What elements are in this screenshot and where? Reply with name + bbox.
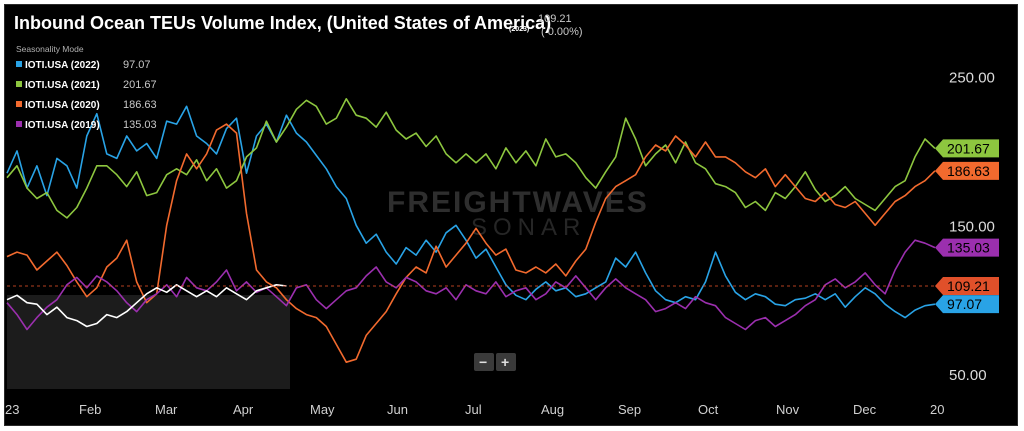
- zoom-in-button[interactable]: [496, 353, 516, 371]
- legend: IOTI.USA (2022) 97.07 IOTI.USA (2021) 201.6…: [16, 59, 157, 131]
- zoom-out-glyph: −: [479, 354, 487, 370]
- value-tag: 201.67: [935, 139, 999, 158]
- legend-label[interactable]: IOTI.USA (2021): [25, 80, 100, 91]
- x-tick-label: Feb: [79, 402, 101, 417]
- change-percent: ( 0.00%): [541, 26, 583, 38]
- value-tag: 135.03: [935, 238, 999, 257]
- y-tick-label: 250.00: [949, 70, 995, 87]
- legend-swatch: [16, 121, 22, 127]
- value-tag: 97.07: [935, 295, 999, 314]
- legend-swatch: [16, 61, 22, 67]
- zoom-out-button[interactable]: [474, 353, 494, 371]
- series-line-ioti-usa-2022: [6, 105, 936, 319]
- legend-value: 135.03: [123, 119, 157, 131]
- legend-swatch: [16, 101, 22, 107]
- value-tag-text: 186.63: [947, 163, 990, 179]
- last-value: 109.21: [538, 13, 572, 25]
- current-year-area: [7, 295, 290, 389]
- x-tick-label: May: [310, 402, 335, 417]
- watermark-line2: SONAR: [471, 214, 586, 241]
- legend-value: 186.63: [123, 99, 157, 111]
- zoom-control: − +: [474, 353, 516, 371]
- series-layer: [6, 98, 936, 363]
- mode-label: Seasonality Mode: [16, 44, 84, 54]
- x-tick-label: Mar: [155, 402, 178, 417]
- value-tag-text: 109.21: [947, 278, 990, 294]
- title-year: (2023): [509, 26, 529, 33]
- series-line-ioti-usa-2020: [6, 123, 936, 363]
- value-tag: 109.21: [935, 277, 999, 296]
- value-tag-text: 135.03: [947, 240, 990, 256]
- x-tick-label: Jun: [387, 402, 408, 417]
- chart-title: Inbound Ocean TEUs Volume Index, (United…: [14, 13, 551, 33]
- x-axis: 23 Feb Mar Apr May Jun Jul Aug Sep Oct Nov Dec 20: [5, 402, 944, 417]
- x-tick-label: Jul: [465, 402, 482, 417]
- value-tag: 186.63: [935, 161, 999, 180]
- zoom-in-glyph: +: [501, 354, 509, 370]
- line-chart: FREIGHTWAVES SONAR Inbound Ocean TEUs Vo…: [5, 13, 999, 417]
- legend-value: 97.07: [123, 59, 151, 71]
- x-tick-label: Oct: [698, 402, 719, 417]
- y-axis: 250.00 150.00 50.00: [949, 70, 995, 385]
- legend-swatch: [16, 81, 22, 87]
- legend-value: 201.67: [123, 79, 157, 91]
- y-tick-label: 150.00: [949, 218, 995, 235]
- chart-frame: FREIGHTWAVES SONAR Inbound Ocean TEUs Vo…: [4, 4, 1018, 426]
- y-tick-label: 50.00: [949, 367, 987, 384]
- x-tick-label: Dec: [853, 402, 877, 417]
- legend-label[interactable]: IOTI.USA (2020): [25, 100, 100, 111]
- x-tick-label: 20: [930, 402, 944, 417]
- x-tick-label: Apr: [233, 402, 254, 417]
- legend-label[interactable]: IOTI.USA (2022): [25, 60, 100, 71]
- x-tick-label: Aug: [541, 402, 564, 417]
- x-tick-label: 23: [5, 402, 19, 417]
- value-tags: 201.67 186.63 135.03 109.21 97.07: [935, 139, 999, 314]
- series-line-ioti-usa-2023: [6, 284, 287, 328]
- value-tag-text: 97.07: [947, 296, 982, 312]
- x-tick-label: Nov: [776, 402, 800, 417]
- series-line-ioti-usa-2021: [6, 98, 936, 219]
- value-tag-text: 201.67: [947, 140, 990, 156]
- x-tick-label: Sep: [618, 402, 641, 417]
- legend-label[interactable]: IOTI.USA (2019): [25, 120, 100, 131]
